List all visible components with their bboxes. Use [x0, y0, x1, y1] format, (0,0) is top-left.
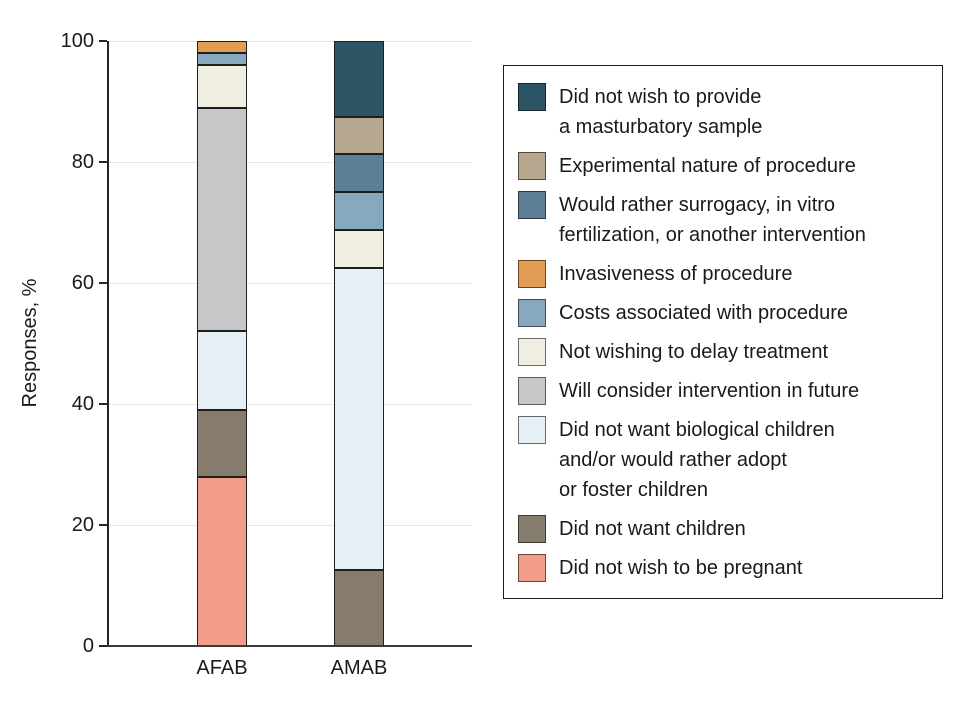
legend-label: Did not want biological children and/or w…: [559, 419, 835, 501]
y-tick-label: 40: [71, 393, 94, 415]
y-tick: [99, 161, 107, 163]
bar-segment: [334, 570, 384, 646]
legend-item: Did not wish to be pregnant: [518, 553, 930, 583]
bar-segment: [197, 53, 247, 66]
legend-label: Would rather surrogacy, in vitro fertiliz…: [559, 194, 866, 246]
x-tick-label-amab: AMAB: [330, 657, 388, 679]
bar-segment: [334, 154, 384, 193]
legend-swatch: [518, 260, 546, 288]
y-tick: [99, 645, 107, 647]
y-tick-label: 20: [71, 514, 94, 536]
legend-item: Will consider intervention in future: [518, 376, 930, 406]
legend-item: Did not want biological children and/or w…: [518, 415, 930, 505]
legend-swatch: [518, 191, 546, 219]
bar-afab: [197, 41, 247, 646]
legend-swatch: [518, 515, 546, 543]
legend-swatch: [518, 377, 546, 405]
legend-swatch: [518, 338, 546, 366]
y-tick-label: 0: [82, 635, 94, 657]
bar-segment: [197, 410, 247, 477]
gridline: [108, 162, 472, 163]
legend-swatch: [518, 299, 546, 327]
bar-segment: [334, 267, 384, 571]
x-axis-line: [107, 645, 472, 647]
legend-label: Did not wish to be pregnant: [559, 557, 803, 579]
bar-segment: [197, 41, 247, 54]
legend-swatch: [518, 83, 546, 111]
legend-item: Costs associated with procedure: [518, 298, 930, 328]
gridline: [108, 41, 472, 42]
bar-segment: [334, 41, 384, 117]
bar-segment: [197, 331, 247, 411]
legend-label: Invasiveness of procedure: [559, 263, 793, 285]
y-tick: [99, 403, 107, 405]
legend-label: Costs associated with procedure: [559, 302, 849, 324]
legend-item: Experimental nature of procedure: [518, 151, 930, 181]
legend-item: Did not wish to provide a masturbatory sa…: [518, 82, 930, 142]
legend-swatch: [518, 152, 546, 180]
y-tick-label: 80: [71, 151, 94, 173]
gridline: [108, 283, 472, 284]
y-tick-label: 100: [60, 30, 94, 52]
legend-label: Experimental nature of procedure: [559, 155, 856, 177]
plot-area: 0 20 40 60 80 100 AFAB AMAB: [61, 30, 472, 679]
legend-label: Not wishing to delay treatment: [559, 341, 829, 363]
legend-item: Would rather surrogacy, in vitro fertiliz…: [518, 190, 930, 250]
y-tick-label: 60: [71, 272, 94, 294]
x-tick-label-afab: AFAB: [196, 657, 248, 679]
bar-segment: [197, 476, 247, 646]
bar-amab: [334, 41, 384, 646]
legend-label: Will consider intervention in future: [559, 380, 860, 402]
bar-segment: [197, 65, 247, 108]
y-axis-line: [107, 41, 109, 646]
legend-item: Not wishing to delay treatment: [518, 337, 930, 367]
legend-label: Did not wish to provide a masturbatory sa…: [559, 86, 763, 138]
legend-label: Did not want children: [559, 518, 746, 540]
bar-segment: [334, 230, 384, 268]
y-tick: [99, 524, 107, 526]
y-tick: [99, 282, 107, 284]
bar-segment: [334, 116, 384, 155]
legend-item: Did not want children: [518, 514, 930, 544]
legend-item: Invasiveness of procedure: [518, 259, 930, 289]
bar-segment: [334, 192, 384, 231]
y-tick: [99, 40, 107, 42]
gridline: [108, 404, 472, 405]
gridline: [108, 525, 472, 526]
legend-swatch: [518, 554, 546, 582]
legend-swatch: [518, 416, 546, 444]
legend-box: Did not wish to provide a masturbatory sa…: [503, 65, 943, 599]
bar-segment: [197, 107, 247, 332]
y-axis-title: Responses, %: [19, 278, 41, 408]
